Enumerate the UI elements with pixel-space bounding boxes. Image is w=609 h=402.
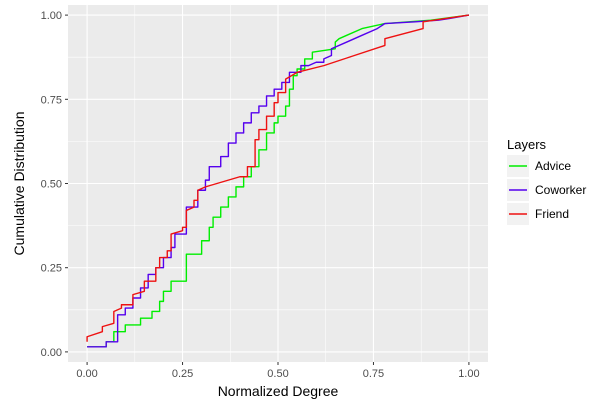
y-tick-label: 1.00	[41, 10, 62, 22]
legend-label: Friend	[535, 207, 569, 221]
y-tick-label: 0.00	[41, 347, 62, 359]
x-tick-label: 0.00	[76, 368, 97, 380]
legend-label: Coworker	[535, 183, 586, 197]
series-line-friend	[86, 14, 470, 342]
y-tick-label: 0.50	[41, 179, 62, 191]
y-tick-label: 0.25	[41, 263, 62, 275]
legend-item-coworker: Coworker	[507, 179, 586, 201]
legend: Layers Advice Coworker Friend	[507, 137, 586, 225]
x-tick-label: 0.75	[363, 368, 384, 380]
legend-items: Advice Coworker Friend	[507, 155, 586, 225]
y-axis-title: Cumulative Distribution	[11, 112, 27, 256]
x-tick-label: 1.00	[458, 368, 479, 380]
y-tick-label: 0.75	[41, 94, 62, 106]
legend-item-friend: Friend	[507, 203, 569, 225]
grid-major-lines	[68, 5, 488, 362]
x-tick-label: 0.50	[267, 368, 288, 380]
legend-title: Layers	[507, 137, 547, 152]
x-axis-title: Normalized Degree	[218, 383, 339, 399]
x-tick-label: 0.25	[172, 368, 193, 380]
series-line-coworker	[87, 14, 470, 348]
series-line-advice	[87, 14, 470, 348]
legend-item-advice: Advice	[507, 155, 571, 177]
legend-label: Advice	[535, 159, 571, 173]
series-lines	[86, 14, 470, 348]
y-axis: 0.00 0.25 0.50 0.75 1.00	[41, 10, 68, 359]
x-axis: 0.00 0.25 0.50 0.75 1.00	[76, 362, 480, 380]
